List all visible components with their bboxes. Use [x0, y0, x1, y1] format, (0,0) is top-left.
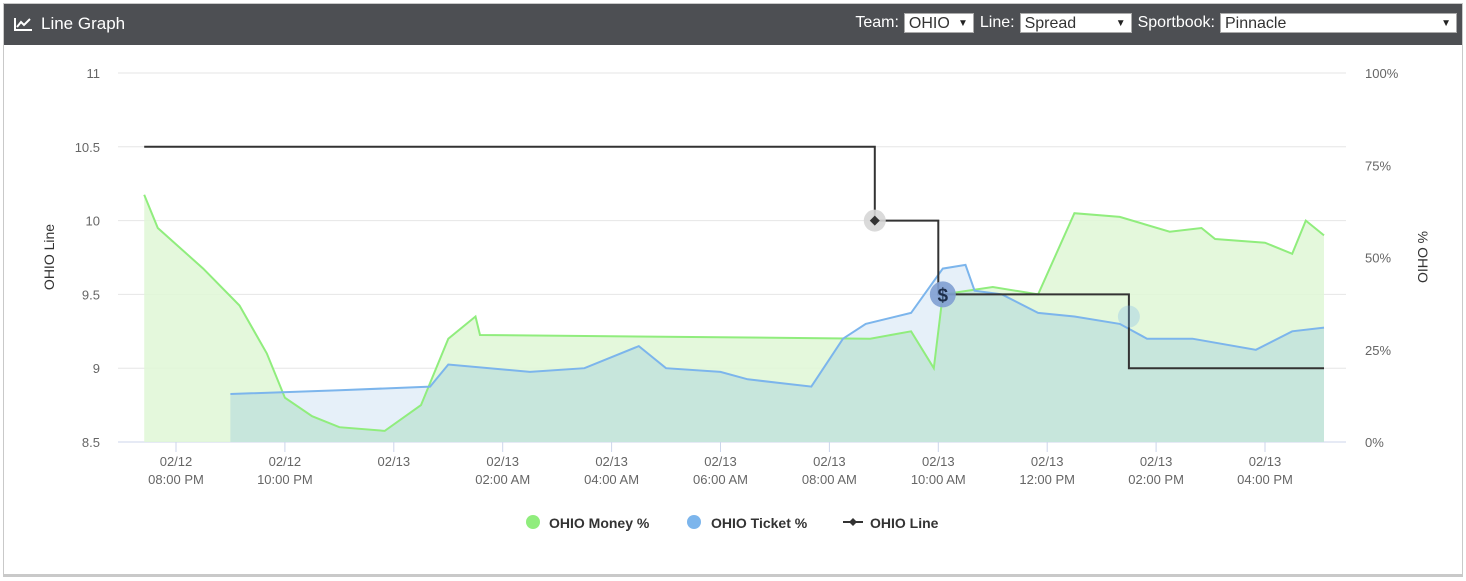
legend-line-label: OHIO Line [870, 515, 939, 531]
money-line [143, 194, 1325, 432]
line-change-diamond [869, 215, 880, 226]
x-tick-date: 02/12 [160, 454, 193, 469]
x-tick-date: 02/12 [269, 454, 302, 469]
left-tick-label: 8.5 [82, 435, 100, 450]
x-tick-date: 02/13 [378, 454, 411, 469]
ticket-hover-point [1117, 305, 1140, 328]
legend-money-swatch [526, 515, 540, 529]
right-axis-ticks: 100% 75% 50% 25% 0% [1365, 66, 1399, 450]
chevron-down-icon: ▼ [958, 18, 968, 29]
right-tick-label: 100% [1365, 66, 1399, 81]
x-tick-time: 04:00 PM [1237, 472, 1293, 487]
legend-item-ticket[interactable]: OHIO Ticket % [687, 515, 808, 531]
x-tick-time: 10:00 PM [257, 472, 313, 487]
dollar-icon: $ [938, 285, 949, 306]
x-tick-date: 02/13 [1249, 454, 1282, 469]
right-tick-label: 0% [1365, 435, 1384, 450]
legend-ticket-swatch [687, 515, 701, 529]
right-axis-title: % OHIO [1415, 231, 1431, 283]
team-label: Team: [855, 14, 899, 31]
markers: $ [863, 209, 1140, 328]
line-chart-icon [14, 18, 32, 31]
x-tick-time: 10:00 AM [911, 472, 966, 487]
right-tick-label: 25% [1365, 343, 1391, 358]
left-axis-ticks: 11 10.5 10 9.5 9 8.5 [75, 66, 100, 450]
left-tick-label: 9 [93, 361, 100, 376]
legend-line-diamond [849, 518, 857, 526]
x-tick-time: 12:00 PM [1019, 472, 1075, 487]
legend-item-line[interactable]: OHIO Line [843, 515, 939, 531]
title-text: Line Graph [41, 14, 126, 33]
x-tick-time: 06:00 AM [693, 472, 748, 487]
panel-header: Line Graph Team: OHIO ▼ Line: Spread ▼ S… [4, 4, 1462, 45]
chart-controls: Team: OHIO ▼ Line: Spread ▼ Sportbook: P… [855, 13, 1457, 33]
left-tick-label: 10 [86, 214, 100, 229]
line-label: Line: [979, 14, 1015, 31]
sportsbook-select[interactable]: Pinnacle ▼ [1220, 13, 1457, 33]
x-tick-time: 08:00 PM [148, 472, 204, 487]
overlap-area [230, 264, 1324, 442]
ticket-line [230, 263, 1325, 395]
left-tick-label: 10.5 [75, 140, 100, 155]
team-select-value: OHIO [908, 15, 950, 32]
legend-item-money[interactable]: OHIO Money % [526, 515, 650, 531]
area-fills [144, 194, 1325, 442]
chevron-down-icon: ▼ [1441, 18, 1451, 29]
x-tick-date: 02/13 [595, 454, 628, 469]
ohio-line [144, 145, 1324, 370]
x-tick-time: 04:00 AM [584, 472, 639, 487]
panel-title: Line Graph [13, 14, 125, 34]
x-axis-ticks: 02/12 08:00 PM 02/12 10:00 PM 02/13 02/13 02:0… [148, 454, 1293, 487]
x-tick-date: 02/13 [486, 454, 519, 469]
right-tick-label: 50% [1365, 251, 1391, 266]
x-tick-date: 02/13 [1031, 454, 1064, 469]
right-tick-label: 75% [1365, 158, 1391, 173]
chevron-down-icon: ▼ [1115, 18, 1126, 29]
team-select[interactable]: OHIO ▼ [903, 13, 974, 33]
x-tick-time: 02:00 AM [475, 472, 530, 487]
left-tick-label: 11 [87, 66, 101, 81]
left-axis-title: OHIO Line [41, 224, 57, 290]
x-tick-date: 02/13 [813, 454, 846, 469]
sportsbook-label: Sportbook: [1137, 14, 1215, 31]
series-lines [143, 145, 1325, 432]
x-tick-date: 02/13 [704, 454, 737, 469]
line-select-value: Spread [1024, 15, 1077, 32]
sportsbook-select-value: Pinnacle [1225, 15, 1287, 32]
x-tick-date: 02/13 [1140, 454, 1173, 469]
legend: OHIO Money % OHIO Ticket % OHIO Line [526, 515, 939, 531]
x-tick-time: 08:00 AM [802, 472, 857, 487]
line-select[interactable]: Spread ▼ [1019, 13, 1132, 33]
legend-money-label: OHIO Money % [549, 515, 650, 531]
money-badge-halo [929, 281, 956, 308]
left-tick-label: 9.5 [82, 287, 100, 302]
legend-ticket-label: OHIO Ticket % [711, 515, 808, 531]
x-tick-time: 02:00 PM [1128, 472, 1184, 487]
x-tick-date: 02/13 [922, 454, 955, 469]
